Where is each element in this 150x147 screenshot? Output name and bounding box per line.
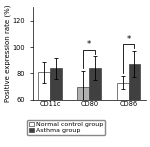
Text: *: * [87,40,91,49]
Bar [129,64,140,147]
Y-axis label: Positive expression rate (%): Positive expression rate (%) [5,5,11,102]
Text: *: * [126,35,131,44]
Bar [50,68,62,147]
Bar [77,87,89,147]
Bar [117,83,129,147]
Bar [89,68,101,147]
Bar [38,72,50,147]
Legend: Normal control group, Asthma group: Normal control group, Asthma group [27,120,105,135]
